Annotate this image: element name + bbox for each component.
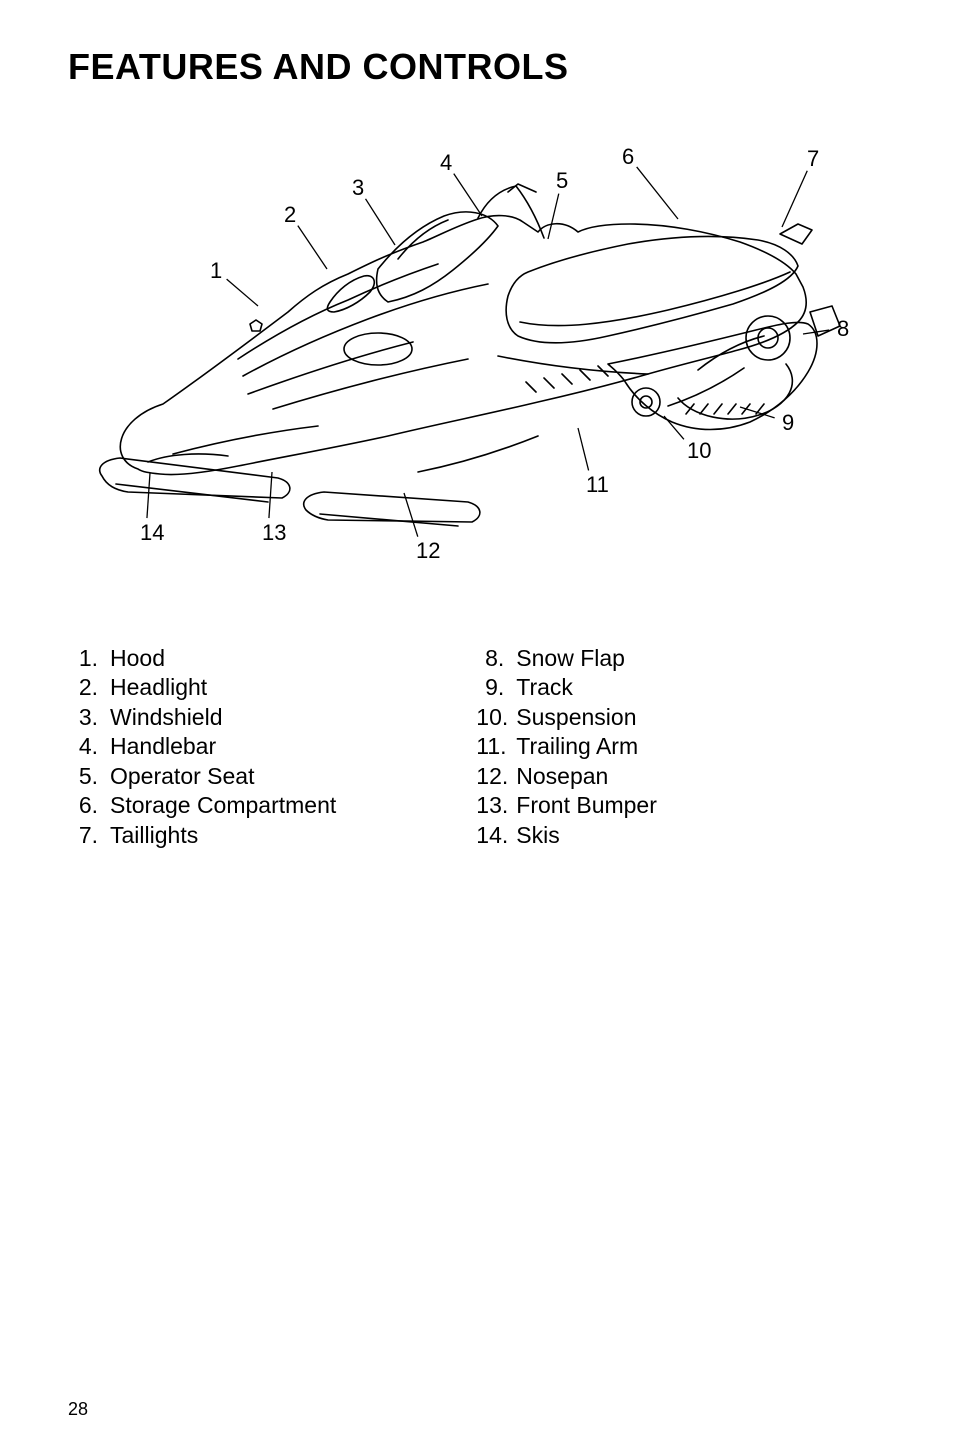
- item-label: Front Bumper: [516, 791, 657, 820]
- legend-col-left: 1.Hood 2.Headlight 3.Windshield 4.Handle…: [70, 644, 336, 850]
- list-item: 12.Nosepan: [476, 762, 657, 791]
- item-label: Nosepan: [516, 762, 608, 791]
- item-number: 1.: [70, 644, 110, 673]
- list-item: 13.Front Bumper: [476, 791, 657, 820]
- list-item: 9.Track: [476, 673, 657, 702]
- callout-number: 10: [687, 438, 711, 464]
- item-number: 9.: [476, 673, 516, 702]
- item-number: 7.: [70, 821, 110, 850]
- item-label: Windshield: [110, 703, 223, 732]
- snowmobile-illustration: [68, 114, 888, 594]
- item-label: Hood: [110, 644, 165, 673]
- callout-number: 9: [782, 410, 794, 436]
- item-label: Skis: [516, 821, 559, 850]
- callout-number: 1: [210, 258, 222, 284]
- legend: 1.Hood 2.Headlight 3.Windshield 4.Handle…: [68, 644, 886, 850]
- callout-number: 3: [352, 175, 364, 201]
- item-number: 8.: [476, 644, 516, 673]
- diagram: 1234567891011121314: [68, 114, 888, 594]
- list-item: 1.Hood: [70, 644, 336, 673]
- list-item: 8.Snow Flap: [476, 644, 657, 673]
- item-label: Headlight: [110, 673, 207, 702]
- list-item: 4.Handlebar: [70, 732, 336, 761]
- item-label: Suspension: [516, 703, 636, 732]
- item-label: Operator Seat: [110, 762, 254, 791]
- page-title: FEATURES AND CONTROLS: [68, 46, 886, 88]
- callout-number: 2: [284, 202, 296, 228]
- item-number: 10.: [476, 703, 516, 732]
- item-number: 3.: [70, 703, 110, 732]
- item-number: 6.: [70, 791, 110, 820]
- callout-number: 8: [837, 316, 849, 342]
- callout-number: 4: [440, 150, 452, 176]
- item-number: 12.: [476, 762, 516, 791]
- callout-number: 14: [140, 520, 164, 546]
- callout-number: 6: [622, 144, 634, 170]
- callout-number: 12: [416, 538, 440, 564]
- item-number: 14.: [476, 821, 516, 850]
- item-label: Trailing Arm: [516, 732, 638, 761]
- item-number: 4.: [70, 732, 110, 761]
- page-number: 28: [68, 1399, 88, 1420]
- list-item: 5.Operator Seat: [70, 762, 336, 791]
- item-number: 2.: [70, 673, 110, 702]
- list-item: 10.Suspension: [476, 703, 657, 732]
- item-label: Track: [516, 673, 573, 702]
- list-item: 3.Windshield: [70, 703, 336, 732]
- item-number: 5.: [70, 762, 110, 791]
- item-number: 11.: [476, 732, 516, 761]
- item-label: Handlebar: [110, 732, 216, 761]
- item-number: 13.: [476, 791, 516, 820]
- list-item: 7.Taillights: [70, 821, 336, 850]
- list-item: 2.Headlight: [70, 673, 336, 702]
- item-label: Storage Compartment: [110, 791, 336, 820]
- callout-number: 13: [262, 520, 286, 546]
- list-item: 11.Trailing Arm: [476, 732, 657, 761]
- item-label: Taillights: [110, 821, 198, 850]
- legend-col-right: 8.Snow Flap 9.Track 10.Suspension 11.Tra…: [476, 644, 657, 850]
- callout-number: 7: [807, 146, 819, 172]
- item-label: Snow Flap: [516, 644, 625, 673]
- list-item: 6.Storage Compartment: [70, 791, 336, 820]
- callout-number: 11: [586, 472, 609, 498]
- callout-number: 5: [556, 168, 568, 194]
- list-item: 14.Skis: [476, 821, 657, 850]
